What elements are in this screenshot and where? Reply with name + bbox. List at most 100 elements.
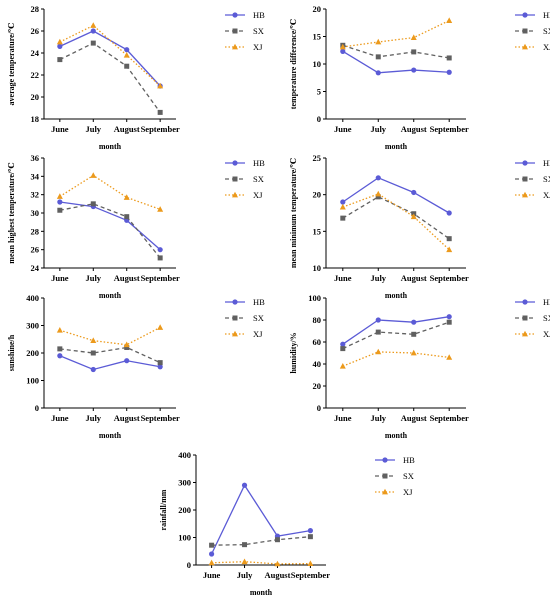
data-point-sx [411,49,417,55]
x-tick-label: July [85,124,101,134]
data-point-xj [375,190,382,197]
x-tick-label: August [401,413,427,423]
legend-label-sx: SX [543,174,550,184]
legend-marker-xj [522,43,528,50]
x-tick-label: June [203,570,221,580]
data-point-hb [411,67,417,73]
data-point-sx [157,255,163,261]
data-point-sx [90,201,96,207]
x-tick-label: July [237,570,253,580]
y-tick-label: 300 [26,321,39,331]
y-tick-label: 32 [31,190,40,200]
y-tick-label: 20 [313,381,322,391]
y-tick-label: 15 [313,32,322,42]
y-tick-label: 300 [178,478,191,488]
legend-marker-sx [522,315,528,321]
legend-marker-hb [232,12,238,18]
x-axis-label: month [385,142,408,151]
legend-marker-xj [232,191,238,198]
data-point-xj [410,213,417,220]
data-point-sx [446,236,452,242]
data-point-sx [57,207,63,213]
legend-label-hb: HB [543,10,550,20]
y-axis-label: rainfall/mm [159,489,168,530]
chart-3: 24 26 28 30 32 34 36 June July August September mon… [7,153,265,300]
legend-marker-sx [232,315,238,321]
series-line-xj [342,351,450,367]
y-tick-label: 80 [313,315,322,325]
data-point-hb [446,210,452,216]
data-point-hb [241,482,248,488]
data-point-hb [340,199,346,205]
y-tick-label: 24 [31,263,40,273]
legend-label-xj: XJ [253,42,263,52]
y-tick-label: 10 [313,263,322,273]
series-line-hb [59,201,161,251]
legend-label-hb: HB [253,158,265,168]
y-axis-label: average temperature/℃ [7,22,16,105]
y-tick-label: 28 [31,4,40,14]
data-point-hb [375,175,381,181]
y-tick-label: 0 [317,114,321,124]
data-point-sx [124,345,130,350]
y-tick-label: 0 [187,560,191,570]
data-point-hb [411,189,417,196]
chart-1: 18 20 22 24 26 28 June July August September month… [7,4,265,151]
y-tick-label: 0 [35,403,39,413]
data-point-xj [157,324,164,330]
data-point-xj [123,341,130,348]
x-tick-label: June [334,413,352,423]
legend-label-xj: XJ [403,487,413,497]
data-point-xj [56,193,63,199]
y-tick-label: 100 [308,293,321,303]
legend-label-sx: SX [543,26,550,36]
legend-marker-hb [522,160,528,166]
legend-label-sx: SX [543,313,550,323]
x-axis-label: month [385,431,408,440]
series-line-xj [342,193,450,251]
data-point-xj [157,82,164,89]
data-point-sx [375,54,381,60]
data-point-xj [90,172,97,178]
legend-marker-sx [232,28,238,34]
y-tick-label: 18 [31,114,40,124]
data-point-hb [157,364,163,370]
x-tick-label: August [114,273,140,283]
data-point-sx [242,542,248,548]
series-line-xj [59,326,161,346]
series-line-hb [342,177,450,214]
legend-marker-sx [232,176,238,182]
data-point-xj [157,206,164,212]
series-line-sx [59,42,161,113]
legend-marker-sx [382,473,388,479]
x-tick-label: August [401,124,427,134]
legend-marker-hb [232,160,238,166]
y-tick-label: 60 [313,337,322,347]
y-tick-label: 36 [31,153,40,163]
y-tick-label: 15 [313,226,322,236]
y-axis-label: sunshine/h [7,334,16,371]
data-point-hb [375,317,381,323]
x-tick-label: August [264,570,290,580]
y-tick-label: 100 [178,533,191,543]
data-point-xj [274,560,281,567]
series-line-sx [59,203,161,259]
legend-marker-xj [522,330,528,337]
x-tick-label: June [51,413,69,423]
y-tick-label: 34 [31,171,40,181]
data-point-hb [157,247,163,253]
y-tick-label: 200 [26,348,39,358]
y-tick-label: 25 [313,153,322,163]
chart-5: 0 100 200 300 400 June July August September mont… [7,293,265,440]
data-point-sx [57,57,63,63]
x-tick-label: July [370,124,386,134]
legend-marker-hb [382,457,388,463]
series-line-xj [342,19,450,48]
y-axis-label: temperature difference/℃ [289,18,298,109]
data-point-hb [340,48,346,54]
data-point-xj [375,348,382,355]
series-line-sx [59,346,161,364]
legend-marker-hb [522,12,528,18]
data-point-xj [410,349,417,356]
